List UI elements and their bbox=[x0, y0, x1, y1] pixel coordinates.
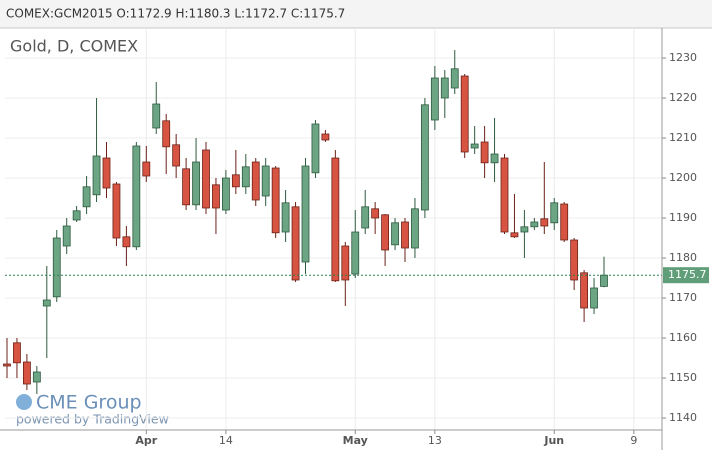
candle-body bbox=[401, 221, 409, 249]
candle-body bbox=[42, 299, 51, 307]
candle-body bbox=[172, 144, 181, 167]
candle-body bbox=[291, 206, 300, 281]
candle-body bbox=[500, 157, 509, 233]
candle-body bbox=[411, 208, 419, 249]
x-tick-label: 13 bbox=[428, 434, 442, 447]
candle-body bbox=[192, 161, 200, 206]
candle-body bbox=[231, 174, 240, 188]
y-tick-label: 1210 bbox=[669, 131, 697, 144]
y-tick-label: 1170 bbox=[669, 291, 697, 304]
candle-body bbox=[590, 287, 598, 309]
x-tick-label: 14 bbox=[219, 434, 233, 447]
candle-body bbox=[570, 239, 579, 281]
candle-body bbox=[371, 208, 380, 219]
candle-body bbox=[102, 157, 111, 189]
candle-body bbox=[152, 103, 161, 129]
y-tick-label: 1150 bbox=[669, 371, 697, 384]
candle-body bbox=[460, 75, 469, 153]
x-tick-label: Jun bbox=[543, 434, 564, 447]
candle-body bbox=[420, 104, 429, 211]
candle-body bbox=[212, 184, 220, 209]
candle-body bbox=[162, 120, 171, 148]
candle-body bbox=[92, 155, 101, 196]
candle-body bbox=[540, 218, 549, 227]
last-price-label: 1175.7 bbox=[668, 268, 707, 281]
candle-body bbox=[281, 202, 290, 233]
watermark: CME Group bbox=[36, 392, 142, 414]
candle-body bbox=[470, 143, 479, 149]
y-tick-label: 1140 bbox=[669, 411, 697, 424]
candle-body bbox=[13, 342, 21, 364]
candle-body bbox=[430, 77, 439, 121]
candle-body bbox=[22, 361, 31, 385]
candle-body bbox=[3, 363, 11, 367]
candle-body bbox=[490, 153, 499, 164]
candle-body bbox=[271, 167, 280, 234]
candle-body bbox=[82, 186, 91, 208]
candle-body bbox=[580, 272, 588, 309]
y-tick-label: 1220 bbox=[669, 91, 697, 104]
candle-body bbox=[321, 133, 330, 141]
candle-body bbox=[331, 157, 340, 282]
y-tick-label: 1190 bbox=[669, 211, 697, 224]
x-tick-label: May bbox=[343, 434, 368, 447]
candle-body bbox=[251, 161, 260, 201]
candle-body bbox=[261, 165, 270, 197]
candle-body bbox=[241, 166, 250, 188]
header-bar bbox=[0, 0, 712, 28]
candle-body bbox=[341, 245, 350, 281]
y-tick-label: 1230 bbox=[669, 51, 697, 64]
candle-body bbox=[72, 210, 81, 221]
candle-body bbox=[32, 371, 41, 383]
candle-body bbox=[301, 165, 310, 263]
candle-body bbox=[480, 141, 489, 164]
candle-body bbox=[311, 123, 320, 174]
candle-body bbox=[510, 232, 519, 238]
candle-body bbox=[202, 149, 210, 209]
candle-body bbox=[122, 236, 131, 248]
credit: powered by TradingView bbox=[16, 412, 169, 427]
y-tick-label: 1180 bbox=[669, 251, 697, 264]
candle-body bbox=[221, 177, 230, 211]
candle-body bbox=[351, 231, 360, 275]
candle-body bbox=[52, 237, 61, 298]
candle-body bbox=[520, 226, 529, 233]
candle-body bbox=[440, 77, 449, 99]
logo bbox=[16, 394, 32, 410]
last-price-box bbox=[663, 267, 709, 284]
x-tick-label: 9 bbox=[630, 434, 637, 447]
candle-body bbox=[391, 222, 399, 246]
candle-body bbox=[361, 206, 370, 229]
candle-body bbox=[62, 225, 71, 247]
chart-title: Gold, D, COMEX bbox=[10, 37, 138, 56]
candle-body bbox=[530, 221, 539, 228]
candle-body bbox=[381, 214, 390, 251]
candle-body bbox=[450, 68, 459, 89]
candle-body bbox=[550, 202, 559, 224]
y-tick-label: 1200 bbox=[669, 171, 697, 184]
candle-body bbox=[112, 183, 121, 239]
y-tick-label: 1160 bbox=[669, 331, 697, 344]
header: COMEX:GCM2015 O:1172.9 H:1180.3 L:1172.7… bbox=[6, 7, 345, 21]
x-tick-label: Apr bbox=[135, 434, 157, 447]
candle-body bbox=[142, 161, 151, 177]
candle-body bbox=[560, 203, 569, 241]
candle-body bbox=[182, 168, 191, 206]
candle-body bbox=[132, 145, 141, 248]
candle-body bbox=[600, 274, 608, 287]
